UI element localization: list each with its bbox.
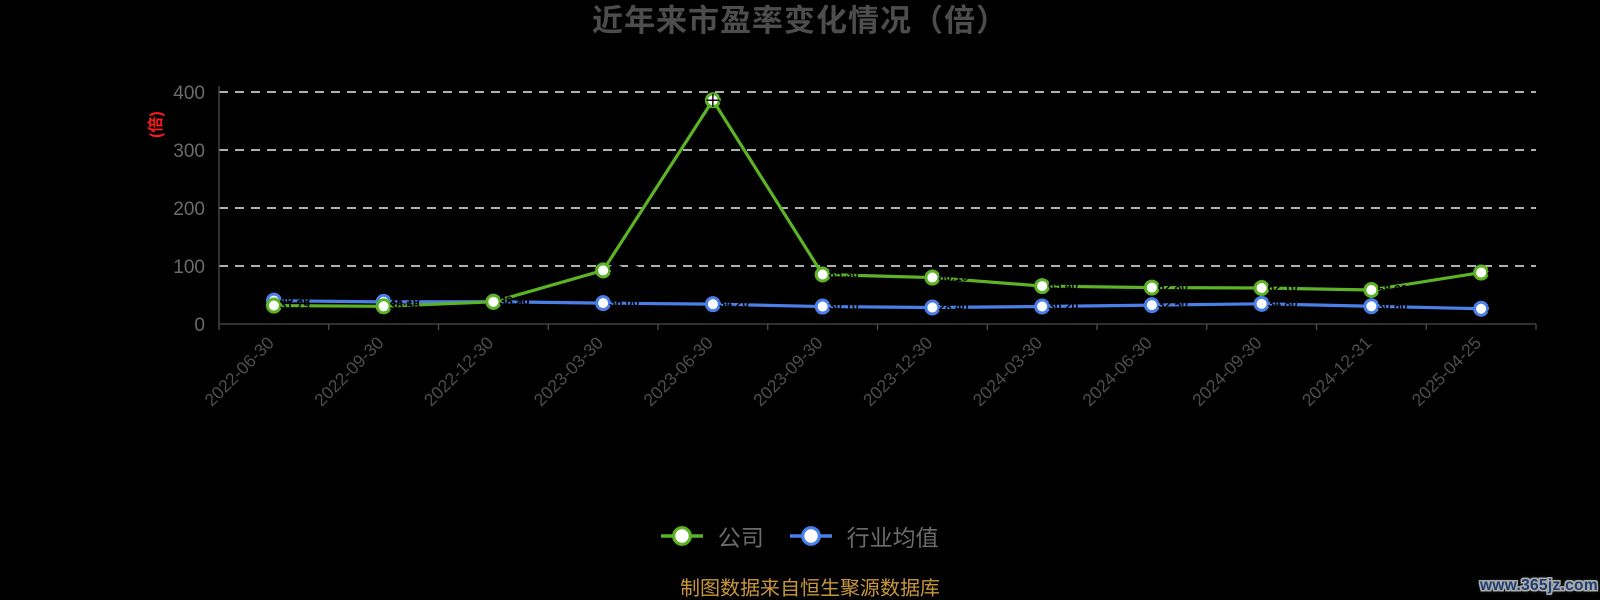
svg-text:80.10: 80.10 <box>938 270 968 284</box>
svg-text:38.50: 38.50 <box>499 294 529 308</box>
svg-text:34.80: 34.80 <box>1268 296 1298 310</box>
svg-text:26.30: 26.30 <box>1487 301 1517 315</box>
svg-text:36.00: 36.00 <box>609 296 639 310</box>
svg-text:32.50: 32.50 <box>1158 298 1188 312</box>
svg-text:2022-06-30: 2022-06-30 <box>200 333 278 411</box>
svg-text:62.10: 62.10 <box>1268 280 1298 294</box>
svg-text:100: 100 <box>173 257 205 278</box>
svg-text:30.20: 30.20 <box>1048 299 1078 313</box>
svg-text:65.40: 65.40 <box>1048 279 1078 293</box>
svg-text:385.80: 385.80 <box>719 93 756 107</box>
svg-text:2023-03-30: 2023-03-30 <box>530 333 608 411</box>
svg-text:0: 0 <box>194 315 205 336</box>
svg-text:2022-12-30: 2022-12-30 <box>420 333 498 411</box>
svg-text:2024-12-31: 2024-12-31 <box>1298 333 1375 410</box>
svg-text:2023-12-30: 2023-12-30 <box>859 333 937 411</box>
svg-text:40.20: 40.20 <box>280 293 310 307</box>
svg-text:200: 200 <box>173 199 205 220</box>
svg-text:34.20: 34.20 <box>719 297 749 311</box>
svg-text:2023-09-30: 2023-09-30 <box>749 333 827 411</box>
svg-text:400: 400 <box>173 83 205 104</box>
svg-text:300: 300 <box>173 141 205 162</box>
svg-text:28.40: 28.40 <box>938 300 968 314</box>
svg-text:2023-06-30: 2023-06-30 <box>639 333 717 411</box>
svg-text:2024-06-30: 2024-06-30 <box>1078 333 1156 411</box>
svg-text:38.10: 38.10 <box>390 294 420 308</box>
svg-text:85.30: 85.30 <box>829 267 859 281</box>
svg-text:2022-09-30: 2022-09-30 <box>310 333 388 411</box>
svg-text:2025-04-25: 2025-04-25 <box>1408 333 1485 410</box>
svg-text:58.60: 58.60 <box>1377 283 1407 297</box>
svg-text:2024-03-30: 2024-03-30 <box>969 333 1047 411</box>
svg-text:88.70: 88.70 <box>1487 265 1517 279</box>
svg-text:2024-09-30: 2024-09-30 <box>1188 333 1266 411</box>
svg-text:30.10: 30.10 <box>829 299 859 313</box>
svg-text:92.40: 92.40 <box>609 263 639 277</box>
svg-text:30.60: 30.60 <box>1377 299 1407 313</box>
svg-text:62.80: 62.80 <box>1158 280 1188 294</box>
